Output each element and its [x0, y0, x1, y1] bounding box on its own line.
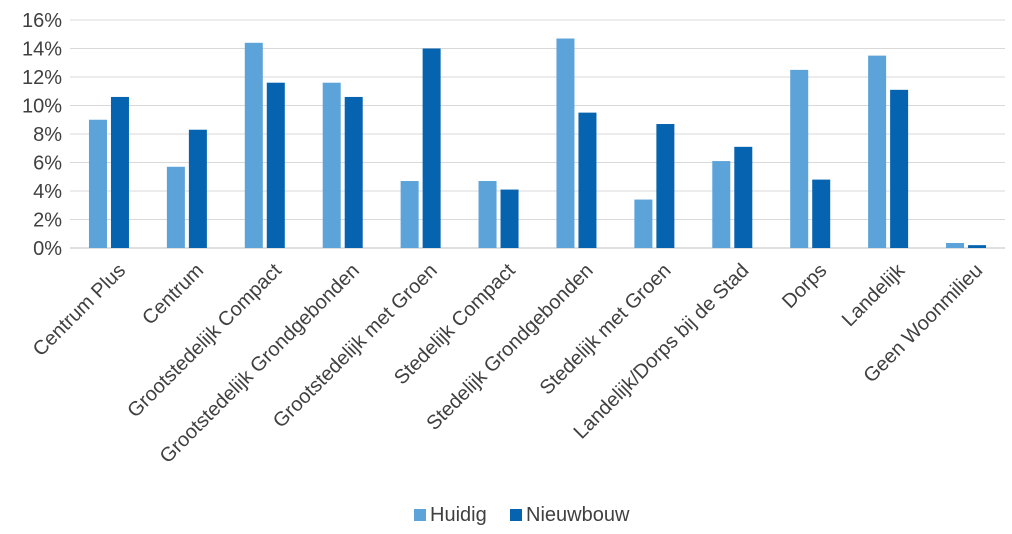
- bar-huidig-1: [166, 166, 185, 248]
- legend: Huidig Nieuwbouw: [414, 504, 630, 526]
- bar-nieuwbouw-1: [188, 129, 207, 248]
- y-tick-label: 6%: [33, 153, 62, 175]
- bar-nieuwbouw-2: [266, 82, 285, 248]
- y-tick-label: 4%: [33, 181, 62, 203]
- x-tick-label: Centrum: [138, 260, 208, 330]
- bar-huidig-7: [634, 199, 653, 248]
- bar-nieuwbouw-7: [656, 124, 675, 248]
- legend-swatch-huidig: [414, 509, 426, 521]
- bars: [88, 38, 987, 249]
- bar-nieuwbouw-8: [734, 146, 753, 248]
- bar-nieuwbouw-10: [890, 89, 909, 248]
- legend-swatch-nieuwbouw: [510, 509, 522, 521]
- x-tick-label: Grootstedelijk Compact: [123, 259, 286, 422]
- y-tick-label: 0%: [33, 238, 62, 260]
- x-tick-label: Landelijk: [838, 259, 910, 331]
- y-tick-label: 14%: [22, 39, 62, 61]
- x-tick-label: Centrum Plus: [29, 260, 130, 361]
- gridlines: [70, 19, 1005, 249]
- bar-huidig-9: [790, 69, 809, 248]
- y-tick-label: 16%: [22, 10, 62, 32]
- bar-nieuwbouw-4: [422, 48, 441, 248]
- legend-label-huidig: Huidig: [430, 504, 487, 526]
- bar-nieuwbouw-3: [344, 96, 363, 248]
- bar-huidig-10: [868, 55, 887, 248]
- x-tick-label: Stedelijk met Groen: [536, 260, 676, 400]
- bar-nieuwbouw-9: [812, 179, 831, 248]
- y-axis: 0% 2% 4% 6% 8% 10% 12% 14% 16%: [22, 10, 62, 260]
- y-tick-label: 12%: [22, 67, 62, 89]
- bar-nieuwbouw-5: [500, 189, 519, 248]
- bar-huidig-0: [88, 119, 107, 248]
- bar-nieuwbouw-6: [578, 112, 597, 248]
- y-tick-label: 2%: [33, 210, 62, 232]
- bar-huidig-2: [244, 42, 263, 248]
- bar-nieuwbouw-11: [968, 245, 987, 248]
- bar-huidig-11: [946, 243, 965, 248]
- bar-huidig-8: [712, 161, 731, 248]
- x-tick-label: Grootstedelijk met Groen: [269, 260, 442, 433]
- bar-huidig-5: [478, 181, 497, 248]
- y-tick-label: 10%: [22, 96, 62, 118]
- bar-huidig-4: [400, 181, 419, 248]
- y-tick-label: 8%: [33, 124, 62, 146]
- bar-huidig-3: [322, 82, 341, 248]
- bar-nieuwbouw-0: [110, 96, 129, 248]
- legend-label-nieuwbouw: Nieuwbouw: [526, 504, 630, 526]
- x-tick-label: Dorps: [778, 260, 831, 313]
- bar-huidig-6: [556, 38, 575, 249]
